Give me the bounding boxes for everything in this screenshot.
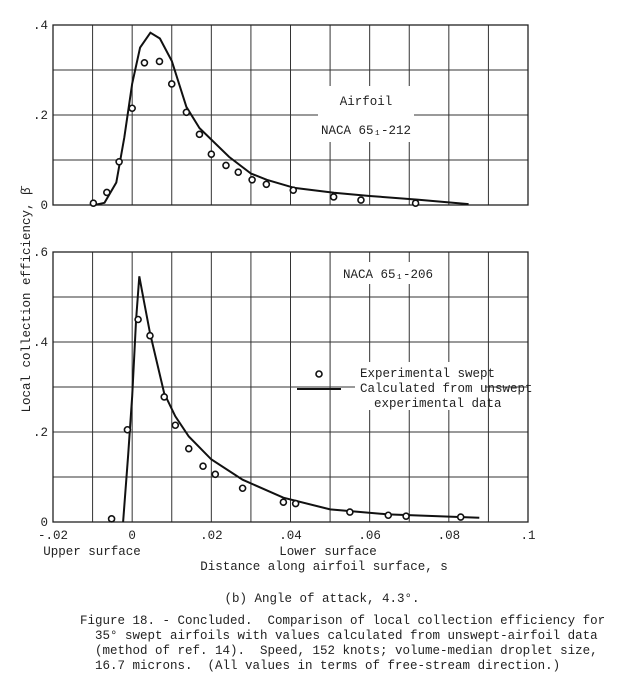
annotation-airfoil: Airfoil (340, 95, 393, 109)
experimental-data-point (456, 513, 465, 521)
legend-calculated-label-2: experimental data (374, 397, 502, 411)
annotation-background (340, 262, 436, 284)
x-tick-label: .1 (520, 529, 535, 543)
caption-line-1: Figure 18. - Concluded. Comparison of lo… (80, 614, 605, 628)
y-tick-label: 0 (40, 199, 48, 213)
calculated-curve (94, 31, 469, 206)
experimental-data-point (402, 512, 410, 520)
x-label-upper-surface: Upper surface (43, 545, 141, 559)
y-axis-label: Local collection efficiency, β̄ (20, 185, 34, 412)
y-tick-label: 0 (40, 516, 48, 530)
legend-marker-circle (315, 370, 323, 378)
experimental-data-point (199, 462, 207, 471)
annotation-naca-65-212: NACA 65₁-212 (321, 124, 411, 138)
experimental-data-point (289, 186, 298, 194)
y-tick-label: .4 (33, 19, 48, 33)
experimental-data-point (357, 196, 365, 204)
experimental-data-point (128, 104, 136, 113)
x-tick-label: .06 (358, 529, 381, 543)
caption-line-3: (method of ref. 14). Speed, 152 knots; v… (80, 644, 598, 658)
y-tick-label: .2 (33, 109, 48, 123)
experimental-data-point (107, 515, 116, 523)
legend-background (355, 362, 485, 410)
experimental-data-point (89, 199, 98, 207)
legend-experimental-label: Experimental swept (360, 367, 495, 381)
experimental-data-point (222, 161, 230, 170)
y-tick-label: .4 (33, 336, 48, 350)
experimental-data-point (155, 57, 164, 66)
experimental-data-point (238, 484, 247, 493)
experimental-data-point (384, 511, 393, 520)
caption-line-4: 16.7 microns. (All values in terms of fr… (80, 659, 560, 673)
annotation-background (318, 86, 414, 142)
x-tick-label: .04 (279, 529, 302, 543)
experimental-data-point (171, 421, 180, 430)
legend-calculated-label: Calculated from unswept (360, 382, 533, 396)
experimental-data-point (184, 444, 193, 453)
x-tick-label: .08 (438, 529, 461, 543)
experimental-data-point (248, 176, 256, 184)
experimental-data-point (411, 199, 420, 207)
experimental-data-point (291, 499, 300, 508)
experimental-data-point (329, 193, 338, 201)
experimental-data-point (279, 498, 288, 507)
experimental-data-point (182, 108, 191, 117)
x-tick-label: -.02 (38, 529, 68, 543)
caption-line-2: 35° swept airfoils with values calculate… (80, 629, 598, 643)
plot-top-naca-65-212: .4 .2 0 (33, 19, 529, 213)
experimental-data-point (211, 470, 220, 479)
plot-frame (52, 24, 529, 206)
plot-frame (52, 251, 529, 523)
experimental-data-point (346, 508, 354, 516)
y-tick-label: .6 (33, 246, 48, 260)
experimental-data-point (234, 168, 243, 176)
experimental-data-point (167, 80, 176, 88)
experimental-data-point (160, 393, 169, 401)
annotation-naca-65-206: NACA 65₁-206 (343, 268, 433, 282)
experimental-data-point (103, 188, 111, 197)
legend: Experimental swept Calculated from unswe… (297, 362, 533, 411)
x-label-lower-surface: Lower surface (279, 545, 377, 559)
calculated-curve (122, 276, 480, 523)
y-tick-label: .2 (33, 426, 48, 440)
experimental-data-point (146, 331, 154, 340)
x-tick-label: .02 (200, 529, 223, 543)
x-axis-label: Distance along airfoil surface, s (200, 560, 448, 574)
subcaption: (b) Angle of attack, 4.3°. (224, 592, 419, 606)
experimental-data-point (134, 315, 142, 324)
experimental-data-point (195, 130, 204, 139)
x-tick-label: 0 (128, 529, 136, 543)
experimental-data-point (123, 425, 132, 434)
experimental-data-point (140, 58, 149, 67)
experimental-data-point (115, 158, 123, 166)
experimental-data-point (207, 150, 216, 158)
experimental-data-point (262, 180, 271, 189)
